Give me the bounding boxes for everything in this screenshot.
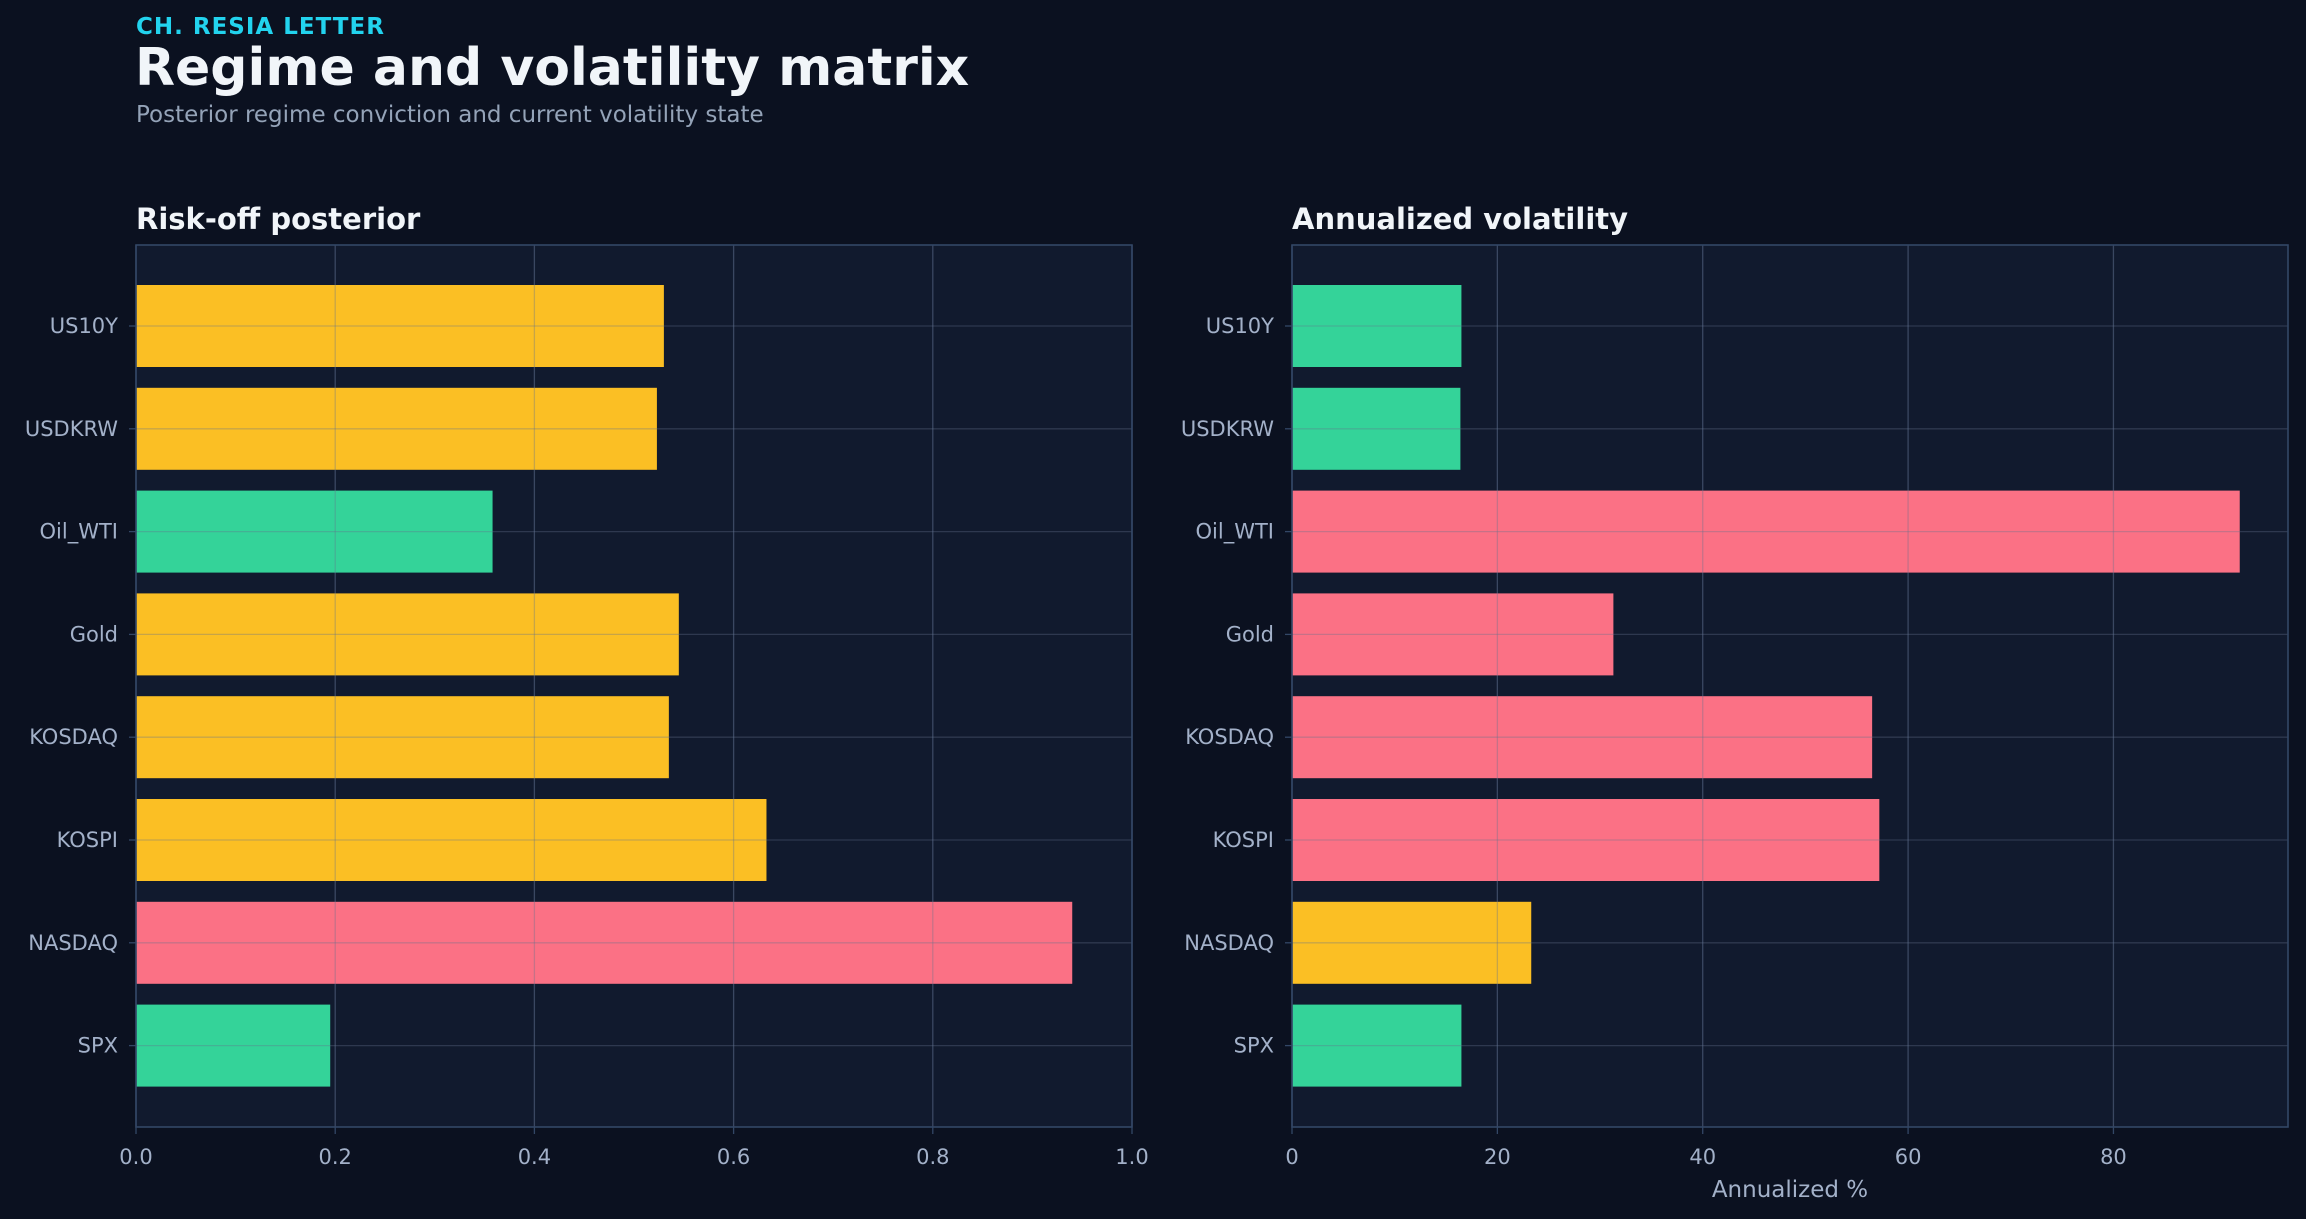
- chart1-frame: [135, 244, 1133, 1128]
- report-kicker: CH. RESIA LETTER: [136, 14, 385, 40]
- chart2-label-kosdaq: KOSDAQ: [1185, 725, 1274, 749]
- page-subtitle: Posterior regime conviction and current …: [136, 102, 764, 128]
- chart1-label-kospi: KOSPI: [57, 828, 118, 852]
- chart1-label-kosdaq: KOSDAQ: [29, 725, 118, 749]
- chart2-label-spx: SPX: [1234, 1034, 1274, 1058]
- chart1-bar-nasdaq: [136, 901, 1073, 984]
- chart1-xtick-label-3: 0.6: [717, 1145, 750, 1169]
- chart2-xtick-label-1: 20: [1484, 1145, 1511, 1169]
- chart2-bar-spx: [1292, 1004, 1462, 1087]
- chart2-title: Annualized volatility: [1292, 202, 1628, 236]
- chart2-bar-us10y: [1292, 285, 1462, 367]
- chart2-label-gold: Gold: [1226, 622, 1274, 646]
- chart2-label-oil-wti: Oil_WTI: [1196, 520, 1274, 545]
- chart1-label-oil-wti: Oil_WTI: [40, 520, 118, 545]
- chart2-bar-kosdaq: [1292, 696, 1873, 779]
- chart2-bar-nasdaq: [1292, 901, 1532, 984]
- chart1-bar-spx: [136, 1004, 331, 1087]
- chart2-xtick-label-0: 0: [1285, 1145, 1298, 1169]
- chart1-bar-us10y: [136, 285, 664, 367]
- chart2-frame: [1291, 244, 2289, 1128]
- chart1-xtick-label-0: 0.0: [119, 1145, 152, 1169]
- chart1-label-us10y: US10Y: [50, 314, 118, 338]
- chart1-plot-area: [136, 245, 1132, 1127]
- page-title: Regime and volatility matrix: [135, 38, 970, 98]
- chart1-bar-oil-wti: [136, 490, 493, 573]
- chart1-label-usdkrw: USDKRW: [25, 417, 118, 441]
- chart1-label-spx: SPX: [78, 1034, 118, 1058]
- chart1-label-gold: Gold: [70, 622, 118, 646]
- chart2-label-kospi: KOSPI: [1213, 828, 1274, 852]
- chart1-title: Risk-off posterior: [136, 202, 421, 236]
- chart1-bar-kosdaq: [136, 696, 669, 779]
- chart2-xlabel: Annualized %: [1712, 1177, 1868, 1203]
- chart2-label-us10y: US10Y: [1206, 314, 1274, 338]
- chart1-bar-gold: [136, 593, 679, 676]
- chart2-bar-gold: [1292, 593, 1614, 676]
- chart1-xtick-label-2: 0.4: [518, 1145, 551, 1169]
- chart1-xtick-label-5: 1.0: [1115, 1145, 1148, 1169]
- chart1-label-nasdaq: NASDAQ: [28, 931, 118, 955]
- chart2-plot-area: [1292, 245, 2288, 1127]
- chart2-label-usdkrw: USDKRW: [1181, 417, 1274, 441]
- chart2-xtick-label-4: 80: [2100, 1145, 2127, 1169]
- chart2-bar-oil-wti: [1292, 490, 2240, 573]
- chart1-bar-usdkrw: [136, 387, 657, 470]
- chart2-xtick-label-2: 40: [1689, 1145, 1716, 1169]
- chart1-xtick-label-1: 0.2: [318, 1145, 351, 1169]
- chart2-bar-kospi: [1292, 799, 1880, 881]
- chart2-label-nasdaq: NASDAQ: [1184, 931, 1274, 955]
- chart1-bar-kospi: [136, 799, 767, 881]
- chart2-bar-usdkrw: [1292, 387, 1461, 470]
- chart2-xtick-label-3: 60: [1895, 1145, 1922, 1169]
- chart1-xtick-label-4: 0.8: [916, 1145, 949, 1169]
